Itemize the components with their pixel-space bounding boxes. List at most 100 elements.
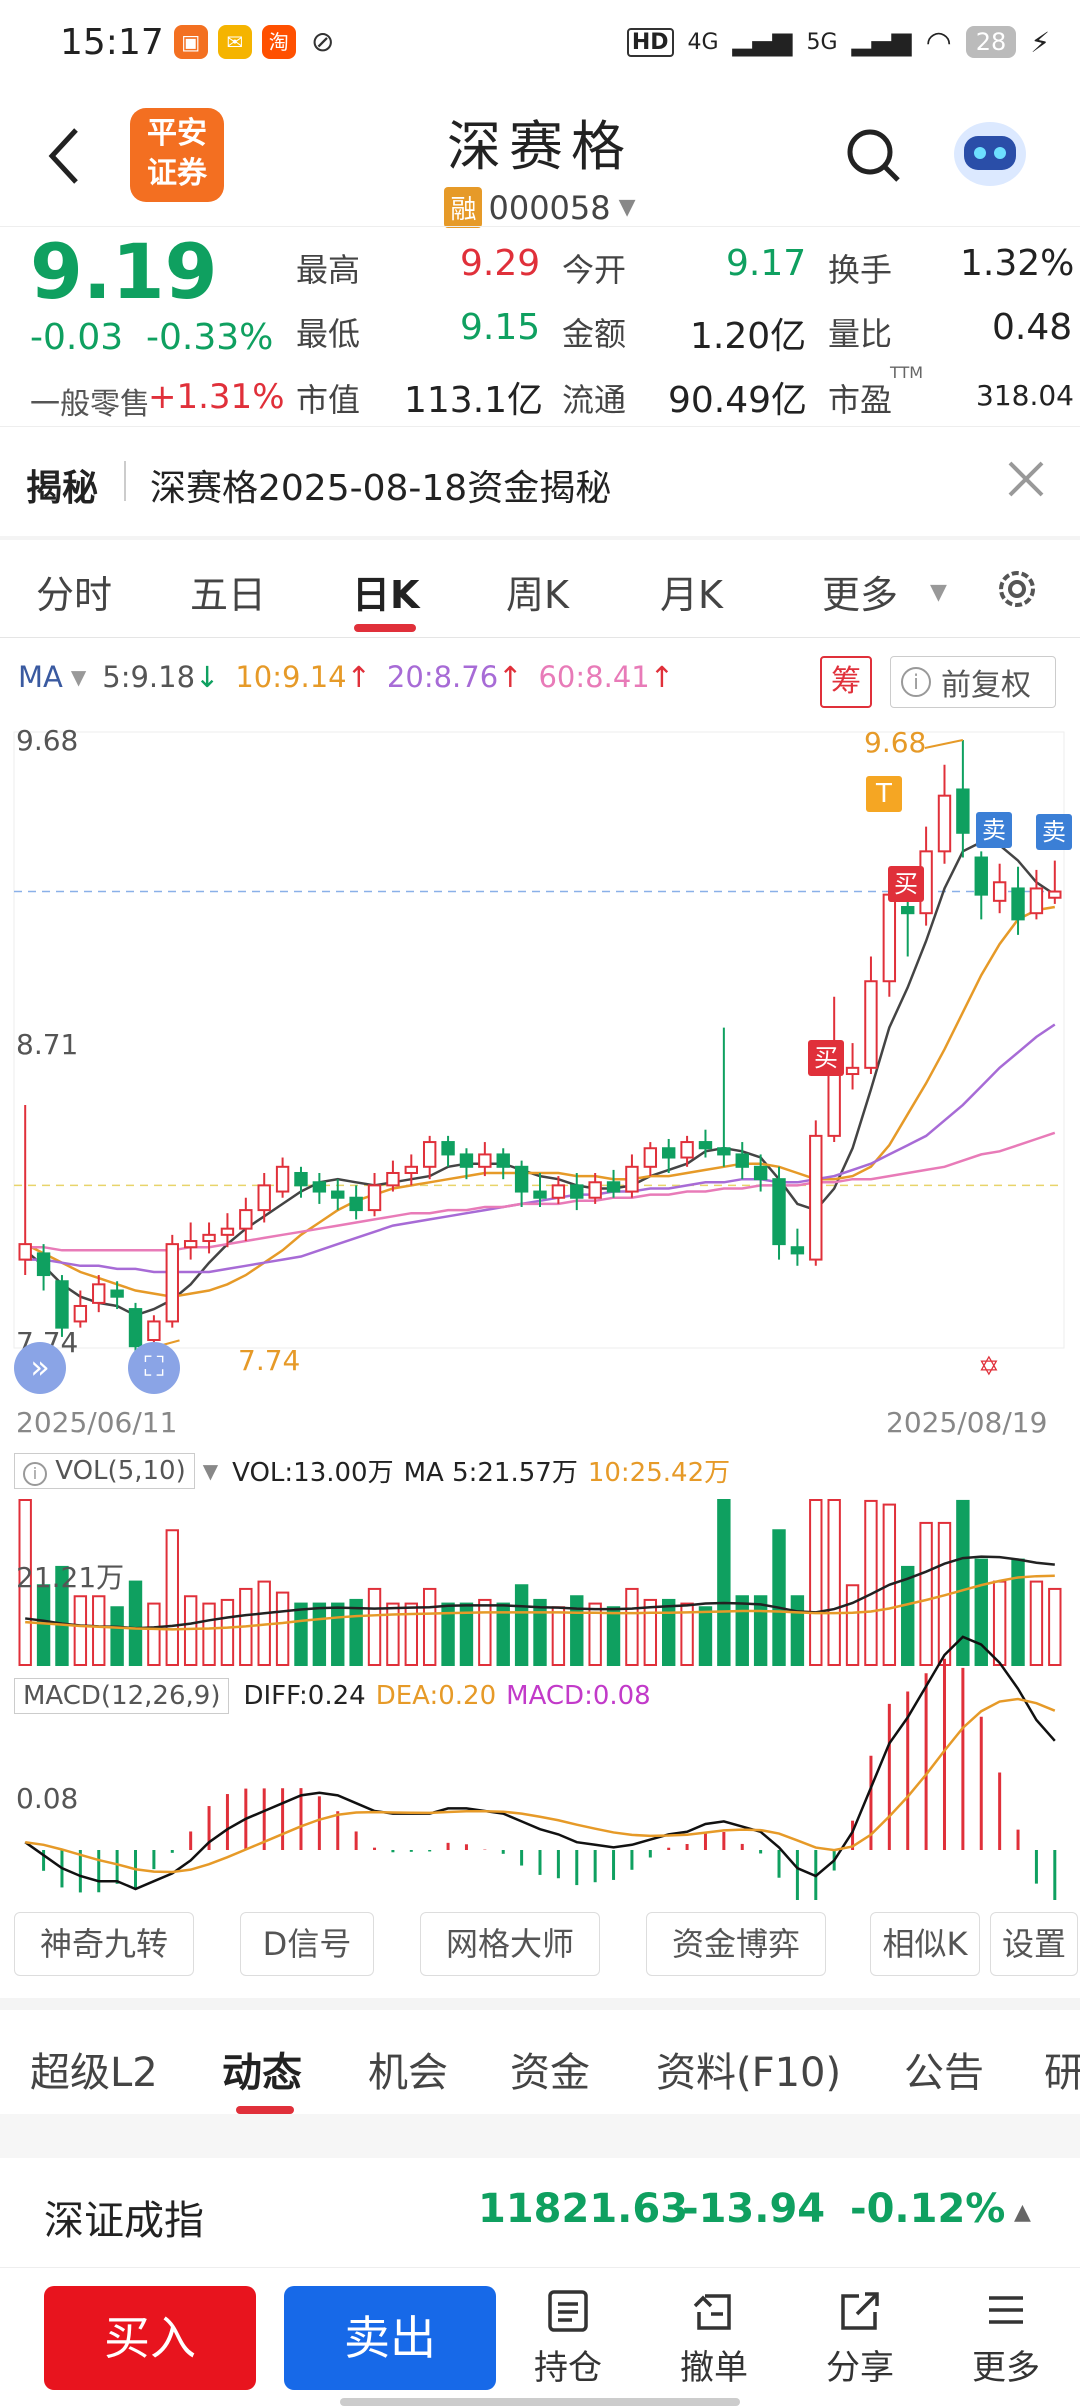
candle	[790, 1228, 805, 1266]
macd-dea-line	[25, 1697, 1056, 1874]
tab-research[interactable]: 研	[1044, 2050, 1080, 2096]
divider	[124, 461, 126, 501]
open-label: 今开	[562, 251, 627, 289]
volume-bar	[275, 1591, 290, 1666]
volume-bar	[662, 1598, 676, 1667]
tab-f10[interactable]: 资料(F10)	[656, 2050, 842, 2096]
float-cap-value: 90.49亿	[668, 380, 808, 421]
candle	[257, 1172, 271, 1223]
sell-signal-badge[interactable]: 卖	[976, 812, 1012, 848]
cancel-order-button[interactable]: 撤单	[664, 2288, 764, 2389]
sell-button[interactable]: 卖出	[284, 2286, 496, 2390]
candle	[956, 740, 970, 858]
ma5-line	[24, 840, 1056, 1317]
tab-announcements[interactable]: 公告	[904, 2050, 984, 2096]
tab-monthly-k[interactable]: 月K	[660, 573, 723, 617]
divider	[0, 2114, 1080, 2158]
sector-label[interactable]: 一般零售	[30, 387, 150, 422]
holdings-button[interactable]: 持仓	[518, 2288, 618, 2389]
tab-five-day[interactable]: 五日	[190, 573, 267, 617]
tab-opportunity[interactable]: 机会	[368, 2050, 448, 2096]
robot-assistant-icon[interactable]	[950, 114, 1030, 190]
candle	[698, 1129, 713, 1158]
candle	[1011, 866, 1025, 935]
candle	[441, 1135, 455, 1167]
candle	[55, 1275, 69, 1337]
up-arrow-icon: ↑	[649, 660, 675, 694]
volume-bar	[202, 1602, 216, 1666]
magic-nine-button[interactable]: 神奇九转	[14, 1912, 194, 1976]
fund-reveal-banner[interactable]: 揭秘 深赛格2025-08-18资金揭秘	[0, 426, 1080, 536]
event-star-icon[interactable]: ✡	[978, 1352, 1000, 1382]
ma60-value: 60:8.41	[538, 660, 650, 694]
candle	[809, 1120, 823, 1266]
title-area[interactable]: 深赛格 融 000058 ▼	[0, 102, 1080, 228]
macd-legend[interactable]: MACD(12,26,9) DIFF:0.24 DEA:0.20 MACD:0.…	[14, 1678, 651, 1714]
chevron-down-icon: ▼	[930, 580, 947, 605]
info-tabs: 超级L2 动态 机会 资金 资料(F10) 公告 研	[0, 2010, 1080, 2130]
float-cap-label: 流通	[562, 381, 627, 419]
fullscreen-icon[interactable]: ⛶	[128, 1342, 180, 1394]
battery-icon: 28	[965, 26, 1017, 58]
chip-distribution-button[interactable]: 筹	[820, 656, 872, 708]
d-signal-button[interactable]: D信号	[240, 1912, 374, 1976]
tool-settings-button[interactable]: 设置	[990, 1912, 1078, 1976]
tab-news-feed[interactable]: 动态	[222, 2050, 302, 2096]
candle	[239, 1197, 253, 1242]
tab-more[interactable]: 更多	[822, 573, 899, 617]
taobao-notification-icon: 淘	[261, 25, 296, 59]
volume-bar	[717, 1499, 731, 1666]
index-ticker[interactable]: 深证成指 11821.63 -13.94 -0.12% ▲	[0, 2158, 1080, 2268]
low-marker-label: 7.74	[238, 1344, 301, 1377]
volume-bar	[901, 1565, 915, 1667]
sell-signal-badge-2[interactable]: 卖	[1036, 814, 1072, 850]
tab-intraday[interactable]: 分时	[36, 573, 113, 617]
app-notification-icon: ▣	[173, 25, 208, 59]
t-signal-badge[interactable]: T	[866, 776, 902, 812]
ma-legend[interactable]: MA ▼ 5:9.18 ↓ 10:9.14 ↑ 20:8.76 ↑ 60:8.41 ↑	[18, 660, 674, 694]
buy-button[interactable]: 买入	[44, 2286, 256, 2390]
kline-chart[interactable]	[0, 720, 1080, 1900]
chevron-down-icon: ▼	[70, 665, 87, 689]
chevron-up-icon[interactable]: ▲	[1014, 2200, 1031, 2225]
volume-indicator-selector[interactable]: i VOL(5,10)	[14, 1452, 195, 1489]
search-icon[interactable]	[846, 126, 902, 186]
settings-gear-icon[interactable]	[994, 566, 1040, 612]
volume-bar	[441, 1602, 455, 1666]
candle	[165, 1234, 179, 1328]
candle	[275, 1157, 290, 1198]
share-button[interactable]: 分享	[810, 2288, 910, 2389]
similar-k-button[interactable]: 相似K	[870, 1912, 980, 1976]
macd-indicator-selector[interactable]: MACD(12,26,9)	[14, 1678, 230, 1714]
grid-master-button[interactable]: 网格大师	[420, 1912, 600, 1976]
candle	[845, 1043, 860, 1090]
buy-signal-badge[interactable]: 买	[808, 1040, 844, 1076]
volume-bar	[974, 1558, 988, 1666]
volume-legend[interactable]: i VOL(5,10) ▼ VOL:13.00万 MA 5:21.57万 10:…	[14, 1452, 730, 1489]
back-arrow-icon[interactable]	[44, 126, 84, 186]
candle	[478, 1142, 492, 1177]
tab-funds[interactable]: 资金	[510, 2050, 590, 2096]
tab-weekly-k[interactable]: 周K	[506, 573, 569, 617]
volume-ratio-value: 0.48	[992, 307, 1073, 348]
volume-ma5-value: MA 5:21.57万	[403, 1458, 578, 1488]
broker-logo[interactable]: 平安 证券	[130, 108, 224, 202]
adjust-mode-button[interactable]: i 前复权	[890, 656, 1056, 708]
candle	[514, 1160, 529, 1208]
chevron-down-icon: ▼	[202, 1458, 219, 1483]
adjust-mode-label: 前复权	[941, 668, 1031, 703]
buy-signal-badge-2[interactable]: 买	[888, 866, 924, 902]
amount-value: 1.20亿	[690, 316, 807, 357]
close-icon[interactable]	[1006, 459, 1046, 499]
tab-daily-k[interactable]: 日K	[352, 573, 420, 617]
ma10-line	[24, 905, 1056, 1298]
expand-sidebar-icon[interactable]: »	[14, 1342, 66, 1394]
macd-dea-value: DEA:0.20	[375, 1681, 497, 1711]
ma20-line	[25, 1023, 1056, 1274]
volume-bar	[864, 1499, 878, 1667]
fund-game-button[interactable]: 资金博弈	[646, 1912, 826, 1976]
more-button[interactable]: 更多	[956, 2288, 1056, 2389]
tab-super-l2[interactable]: 超级L2	[30, 2050, 158, 2096]
stock-code-selector[interactable]: 融 000058 ▼	[0, 187, 1080, 228]
volume-bar	[478, 1598, 492, 1667]
